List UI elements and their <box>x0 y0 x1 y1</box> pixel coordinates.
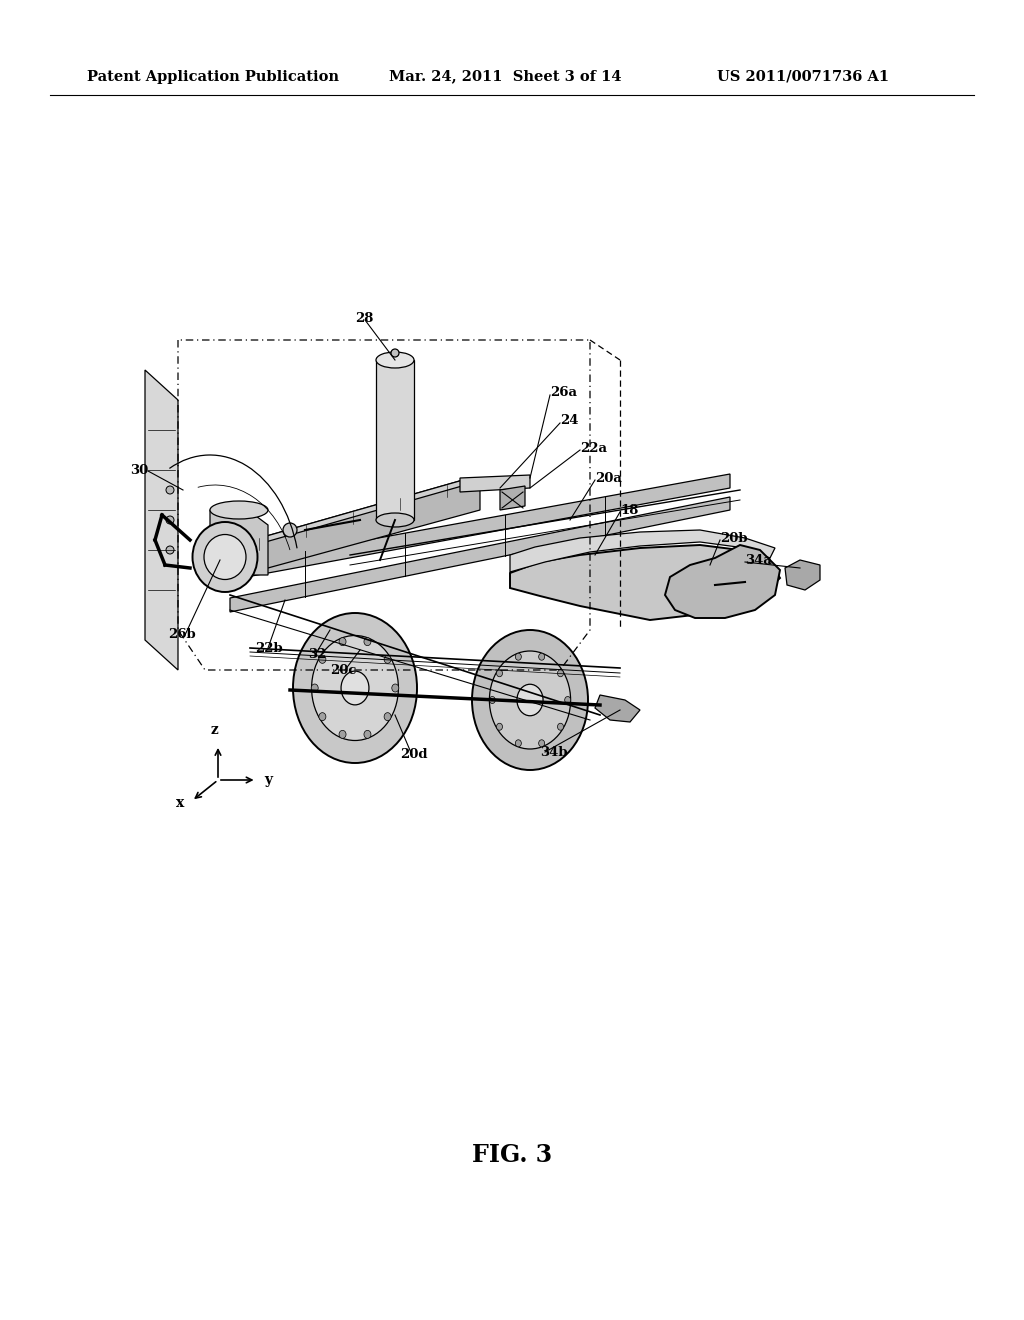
Polygon shape <box>460 475 530 492</box>
Text: FIG. 3: FIG. 3 <box>472 1143 552 1167</box>
Ellipse shape <box>517 684 543 715</box>
Polygon shape <box>145 370 178 671</box>
Text: z: z <box>210 723 218 737</box>
Ellipse shape <box>515 739 521 747</box>
Ellipse shape <box>166 546 174 554</box>
Text: 20d: 20d <box>400 748 427 762</box>
Ellipse shape <box>384 655 391 664</box>
Ellipse shape <box>341 671 369 705</box>
Polygon shape <box>500 486 525 510</box>
Polygon shape <box>234 478 490 545</box>
Ellipse shape <box>318 713 326 721</box>
Polygon shape <box>210 510 268 576</box>
Ellipse shape <box>489 697 496 704</box>
Ellipse shape <box>392 684 398 692</box>
Text: 32: 32 <box>308 648 327 661</box>
Text: 18: 18 <box>620 503 638 516</box>
Text: x: x <box>176 796 184 810</box>
Ellipse shape <box>166 486 174 494</box>
Text: 34b: 34b <box>540 746 567 759</box>
Text: 20b: 20b <box>720 532 748 544</box>
Ellipse shape <box>166 516 174 524</box>
Ellipse shape <box>311 635 398 741</box>
Polygon shape <box>230 474 730 579</box>
Ellipse shape <box>497 723 503 730</box>
Ellipse shape <box>339 638 346 645</box>
Ellipse shape <box>539 739 545 747</box>
Text: 22a: 22a <box>580 441 607 454</box>
Text: 26a: 26a <box>550 385 577 399</box>
Ellipse shape <box>193 521 257 591</box>
Ellipse shape <box>376 352 414 368</box>
Ellipse shape <box>339 730 346 738</box>
Text: Mar. 24, 2011  Sheet 3 of 14: Mar. 24, 2011 Sheet 3 of 14 <box>389 70 622 83</box>
Polygon shape <box>595 696 640 722</box>
Ellipse shape <box>472 630 588 770</box>
Ellipse shape <box>497 669 503 677</box>
Polygon shape <box>230 498 730 612</box>
Ellipse shape <box>364 730 371 738</box>
Text: 22b: 22b <box>255 642 283 655</box>
Text: 20c: 20c <box>330 664 356 676</box>
Text: US 2011/0071736 A1: US 2011/0071736 A1 <box>717 70 889 83</box>
Polygon shape <box>785 560 820 590</box>
Ellipse shape <box>210 502 268 519</box>
Ellipse shape <box>557 723 563 730</box>
Ellipse shape <box>557 669 563 677</box>
Ellipse shape <box>489 651 570 748</box>
Ellipse shape <box>539 653 545 660</box>
Ellipse shape <box>384 713 391 721</box>
Text: 26b: 26b <box>168 628 196 642</box>
Text: Patent Application Publication: Patent Application Publication <box>87 70 339 83</box>
Ellipse shape <box>376 513 414 527</box>
Ellipse shape <box>564 697 570 704</box>
Text: 24: 24 <box>560 413 579 426</box>
Text: y: y <box>264 774 272 787</box>
Text: 34a: 34a <box>745 553 772 566</box>
Ellipse shape <box>391 348 399 356</box>
Ellipse shape <box>293 612 417 763</box>
Polygon shape <box>665 545 780 618</box>
Text: 28: 28 <box>355 312 374 325</box>
Polygon shape <box>376 360 414 520</box>
Polygon shape <box>234 478 480 577</box>
Ellipse shape <box>311 684 318 692</box>
Ellipse shape <box>204 535 246 579</box>
Polygon shape <box>510 531 775 572</box>
Ellipse shape <box>318 655 326 664</box>
Text: 20a: 20a <box>595 471 622 484</box>
Ellipse shape <box>283 523 297 537</box>
Ellipse shape <box>364 638 371 645</box>
Polygon shape <box>510 545 780 620</box>
Ellipse shape <box>515 653 521 660</box>
Text: 30: 30 <box>130 463 148 477</box>
